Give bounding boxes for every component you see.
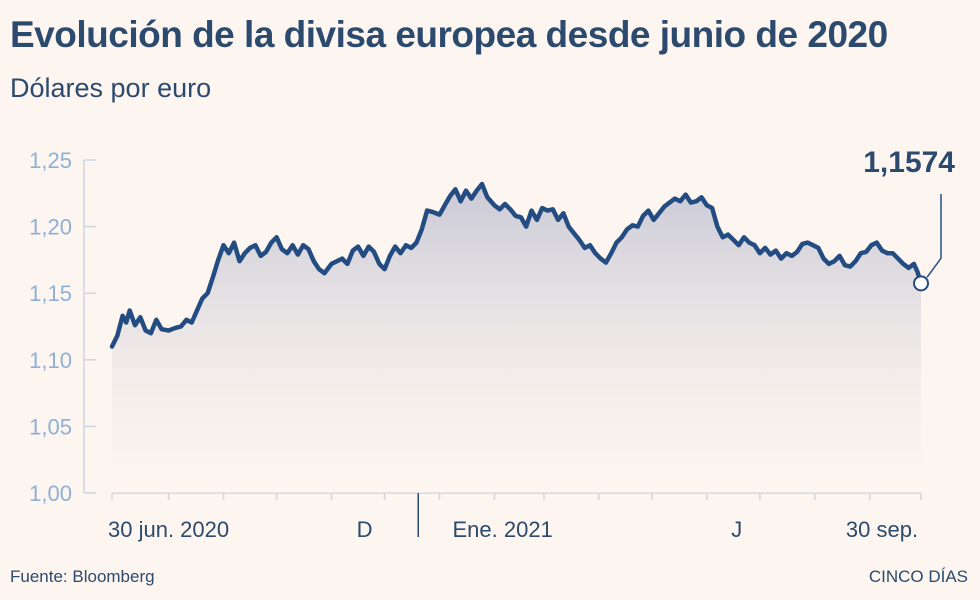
chart-title: Evolución de la divisa europea desde jun… [10, 14, 888, 55]
x-axis: 30 jun. 2020 D Ene. 2021 J 30 sep. [108, 492, 922, 542]
brand-logo-text: CINCO DÍAS [868, 567, 968, 586]
x-tick-label: D [357, 517, 373, 542]
y-tick-label: 1,05 [29, 414, 72, 439]
source-note: Fuente: Bloomberg [10, 567, 155, 586]
last-value-callout-line [926, 257, 942, 278]
area-fill [112, 184, 921, 493]
last-value-marker [913, 275, 929, 292]
eur-usd-series-line [109, 181, 924, 349]
x-tick-label: 30 jun. 2020 [108, 517, 229, 542]
y-tick-label: 1,15 [29, 281, 72, 306]
y-axis: 1,25 1,20 1,15 1,10 1,05 1,00 [29, 148, 96, 506]
chart-subtitle: Dólares por euro [10, 73, 212, 103]
last-value-label: 1,1574 [863, 146, 955, 179]
y-tick-label: 1,25 [29, 148, 72, 173]
x-tick-label: 30 sep. [846, 517, 918, 542]
x-tick-label: J [731, 517, 742, 542]
y-tick-label: 1,20 [29, 215, 72, 240]
y-tick-label: 1,00 [29, 481, 72, 506]
x-tick-label: Ene. 2021 [452, 517, 552, 542]
y-tick-label: 1,10 [29, 348, 72, 373]
